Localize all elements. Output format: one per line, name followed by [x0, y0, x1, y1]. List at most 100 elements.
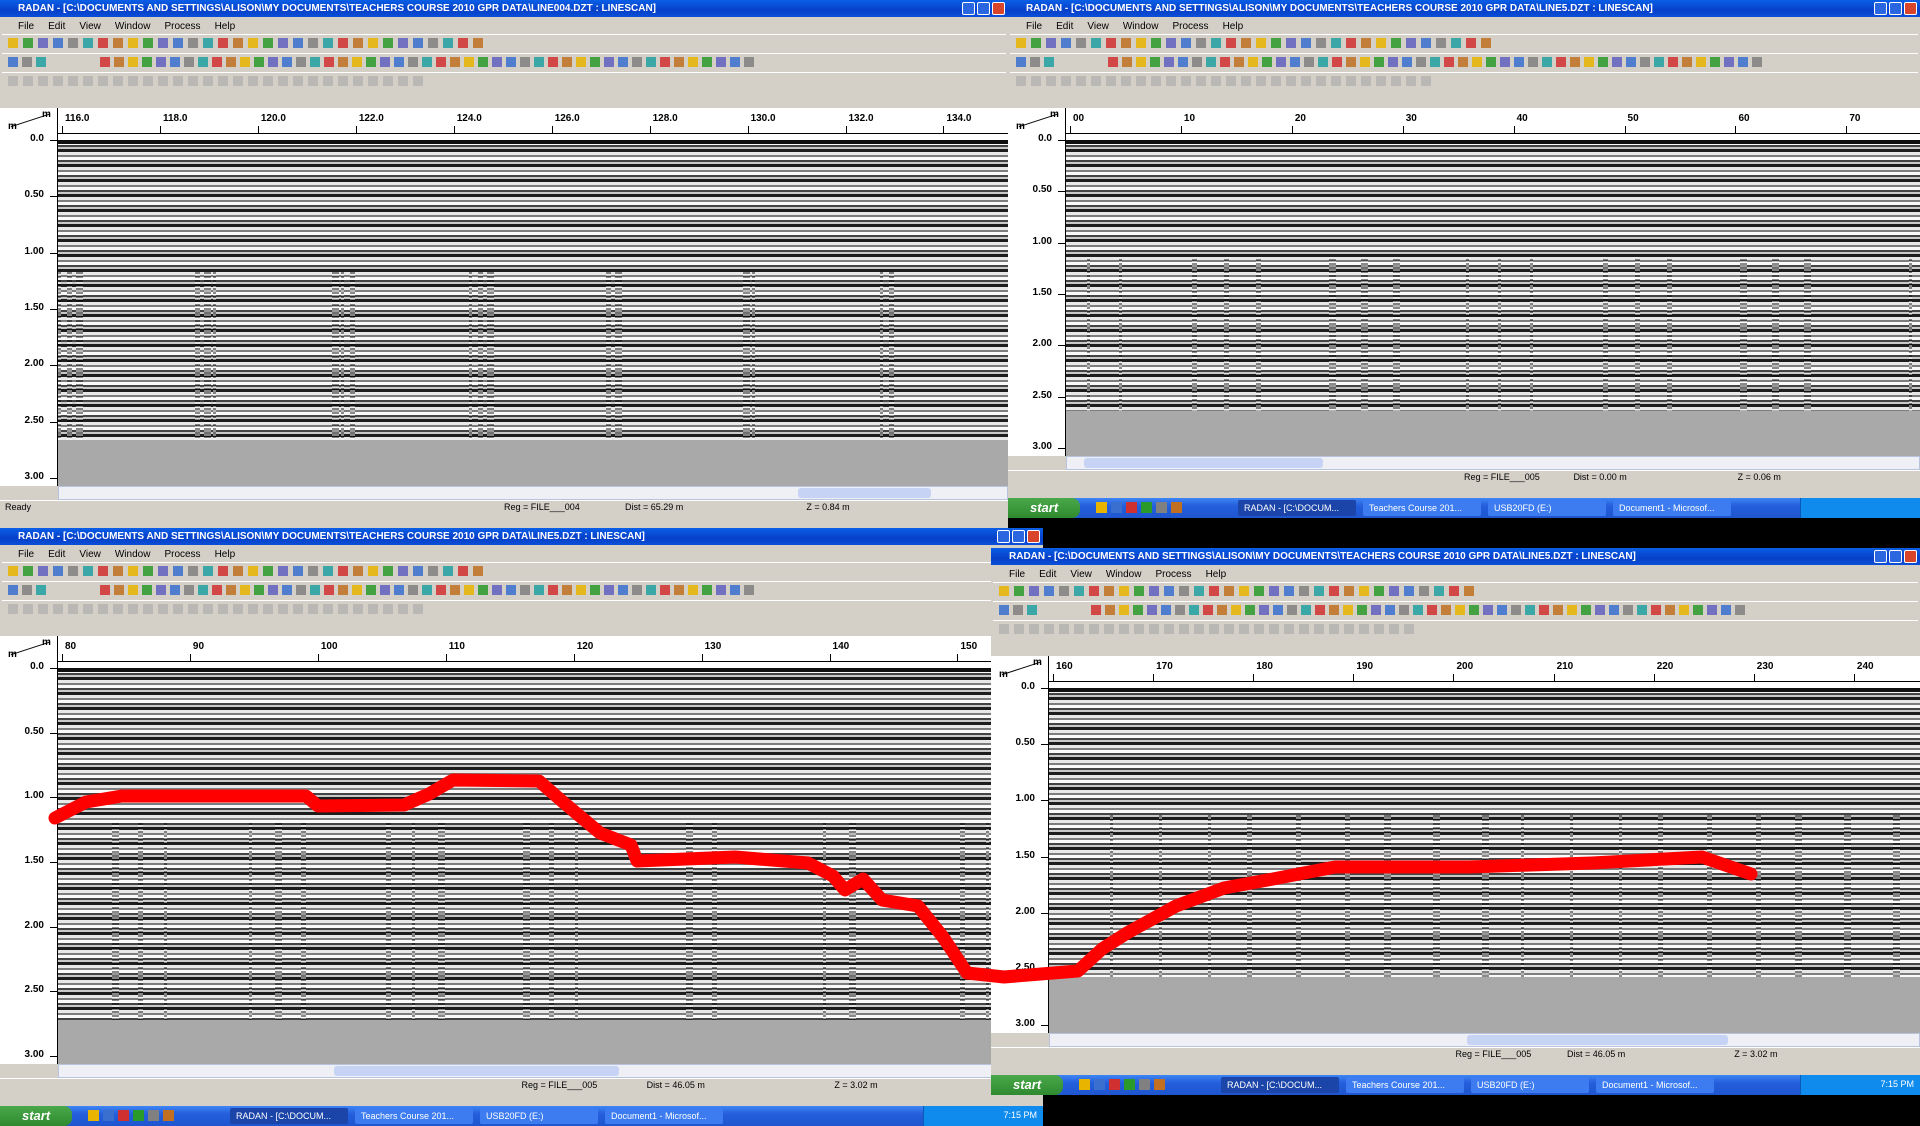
- toolbar-button[interactable]: [1497, 605, 1507, 615]
- menu-item[interactable]: Edit: [1056, 21, 1073, 32]
- min-button[interactable]: [962, 2, 975, 15]
- toolbar-button[interactable]: [1226, 76, 1236, 86]
- toolbar-button[interactable]: [83, 604, 93, 614]
- toolbar-button[interactable]: [398, 604, 408, 614]
- toolbar-button[interactable]: [22, 57, 32, 67]
- toolbar-button[interactable]: [1359, 586, 1369, 596]
- toolbar-button[interactable]: [1299, 586, 1309, 596]
- toolbar-button[interactable]: [1413, 605, 1423, 615]
- toolbar-button[interactable]: [1637, 605, 1647, 615]
- toolbar-button[interactable]: [1287, 605, 1297, 615]
- toolbar-button[interactable]: [263, 604, 273, 614]
- toolbar-button[interactable]: [128, 38, 138, 48]
- toolbar-button[interactable]: [1483, 605, 1493, 615]
- toolbar-button[interactable]: [323, 76, 333, 86]
- toolbar-button[interactable]: [1286, 38, 1296, 48]
- menu-item[interactable]: View: [1087, 21, 1109, 32]
- toolbar-button[interactable]: [674, 57, 684, 67]
- min-button[interactable]: [1874, 550, 1887, 563]
- toolbar-button[interactable]: [1059, 586, 1069, 596]
- toolbar-button[interactable]: [173, 566, 183, 576]
- toolbar-button[interactable]: [548, 585, 558, 595]
- toolbar-button[interactable]: [142, 57, 152, 67]
- toolbar-button[interactable]: [1556, 57, 1566, 67]
- toolbar-button[interactable]: [1217, 605, 1227, 615]
- toolbar-button[interactable]: [1196, 38, 1206, 48]
- menu-item[interactable]: File: [18, 549, 34, 560]
- toolbar-button[interactable]: [1581, 605, 1591, 615]
- toolbar-button[interactable]: [1359, 624, 1369, 634]
- toolbar-button[interactable]: [282, 585, 292, 595]
- toolbar-button[interactable]: [1031, 76, 1041, 86]
- toolbar-button[interactable]: [323, 38, 333, 48]
- toolbar-button[interactable]: [293, 566, 303, 576]
- toolbar-button[interactable]: [158, 38, 168, 48]
- toolbar-button[interactable]: [1416, 57, 1426, 67]
- toolbar-button[interactable]: [83, 566, 93, 576]
- toolbar-button[interactable]: [1464, 586, 1474, 596]
- toolbar-button[interactable]: [248, 604, 258, 614]
- toolbar-button[interactable]: [128, 76, 138, 86]
- toolbar-button[interactable]: [353, 566, 363, 576]
- taskbar-item[interactable]: USB20FD (E:): [1488, 500, 1606, 516]
- toolbar-button[interactable]: [1231, 605, 1241, 615]
- toolbar-button[interactable]: [1511, 605, 1521, 615]
- toolbar-button[interactable]: [1376, 38, 1386, 48]
- toolbar-button[interactable]: [1166, 38, 1176, 48]
- min-button[interactable]: [997, 530, 1010, 543]
- menu-item[interactable]: Process: [164, 549, 200, 560]
- toolbar-button[interactable]: [98, 76, 108, 86]
- toolbar-button[interactable]: [113, 604, 123, 614]
- toolbar-button[interactable]: [1331, 38, 1341, 48]
- toolbar-button[interactable]: [1314, 624, 1324, 634]
- toolbar-button[interactable]: [1234, 57, 1244, 67]
- menu-item[interactable]: Process: [164, 21, 200, 32]
- toolbar-button[interactable]: [254, 57, 264, 67]
- toolbar-button[interactable]: [1567, 605, 1577, 615]
- toolbar-button[interactable]: [1458, 57, 1468, 67]
- toolbar-button[interactable]: [68, 76, 78, 86]
- toolbar-button[interactable]: [366, 57, 376, 67]
- toolbar-button[interactable]: [702, 57, 712, 67]
- toolbar-button[interactable]: [38, 38, 48, 48]
- toolbar-button[interactable]: [1441, 605, 1451, 615]
- toolbar-button[interactable]: [1164, 586, 1174, 596]
- toolbar-button[interactable]: [38, 604, 48, 614]
- toolbar-button[interactable]: [1220, 57, 1230, 67]
- toolbar-button[interactable]: [1332, 57, 1342, 67]
- toolbar-button[interactable]: [22, 585, 32, 595]
- toolbar-button[interactable]: [324, 57, 334, 67]
- toolbar-button[interactable]: [38, 76, 48, 86]
- toolbar-button[interactable]: [422, 585, 432, 595]
- toolbar-button[interactable]: [1343, 605, 1353, 615]
- toolbar-button[interactable]: [548, 57, 558, 67]
- toolbar-button[interactable]: [296, 585, 306, 595]
- toolbar-button[interactable]: [1735, 605, 1745, 615]
- toolbar-button[interactable]: [226, 585, 236, 595]
- toolbar-button[interactable]: [413, 38, 423, 48]
- toolbar-button[interactable]: [36, 585, 46, 595]
- toolbar-button[interactable]: [1329, 586, 1339, 596]
- toolbar-button[interactable]: [380, 57, 390, 67]
- toolbar-button[interactable]: [158, 566, 168, 576]
- toolbar-button[interactable]: [1469, 605, 1479, 615]
- toolbar-button[interactable]: [618, 57, 628, 67]
- toolbar-button[interactable]: [53, 38, 63, 48]
- toolbar-button[interactable]: [68, 38, 78, 48]
- toolbar-button[interactable]: [730, 585, 740, 595]
- toolbar-button[interactable]: [1612, 57, 1622, 67]
- toolbar-button[interactable]: [248, 38, 258, 48]
- toolbar-button[interactable]: [68, 566, 78, 576]
- toolbar-button[interactable]: [1121, 38, 1131, 48]
- toolbar-button[interactable]: [1500, 57, 1510, 67]
- toolbar-button[interactable]: [1149, 586, 1159, 596]
- toolbar-button[interactable]: [1091, 38, 1101, 48]
- toolbar-button[interactable]: [113, 38, 123, 48]
- toolbar-button[interactable]: [1374, 586, 1384, 596]
- toolbar-button[interactable]: [100, 585, 110, 595]
- toolbar-button[interactable]: [674, 585, 684, 595]
- toolbar-button[interactable]: [1314, 586, 1324, 596]
- toolbar-button[interactable]: [443, 38, 453, 48]
- toolbar-button[interactable]: [1553, 605, 1563, 615]
- toolbar-button[interactable]: [688, 57, 698, 67]
